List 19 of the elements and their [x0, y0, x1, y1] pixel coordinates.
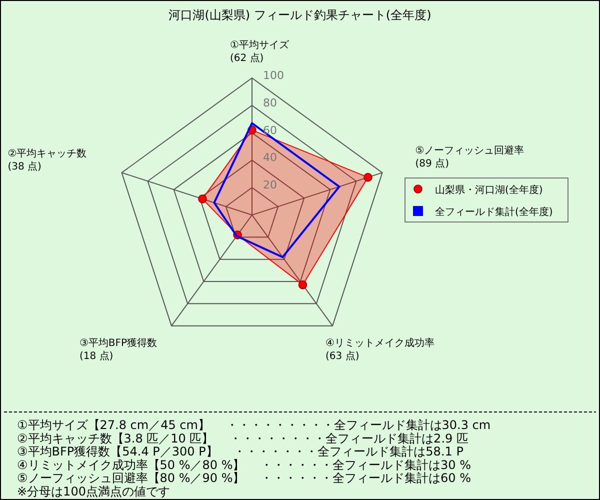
annotation: ※分母は100点満点の値です — [17, 484, 170, 498]
category: ②平均キャッチ数 (38 点) — [8, 148, 87, 173]
annotation: ⑤ノーフィッシュ回避率【80 %／90 %】 ・・・・・・全フィールド集計は60 % — [17, 471, 472, 486]
legend-label: 山梨県・河口湖(全年度) — [435, 184, 543, 196]
category: ④リミットメイク成功率 (63 点) — [326, 338, 434, 362]
ytick: 40 — [263, 151, 277, 164]
category: ①平均サイズ (62 点) — [230, 40, 289, 64]
annotation: ②平均キャッチ数【3.8 匹／10 匹】 ・・・・・・・・全フィールド集計は2.9 匹 — [17, 431, 468, 446]
annotation: ④リミットメイク成功率【50 %／80 %】 ・・・・・・全フィールド集計は30 % — [17, 458, 472, 472]
ytick: 80 — [263, 96, 277, 110]
annotation: ③平均BFP獲得数【54.4 P／300 P】 ・・・・・・・全フィールド集計は58.1 P — [17, 444, 464, 459]
ytick: 20 — [263, 178, 277, 192]
ytick: 60 — [263, 124, 277, 137]
title: 河口湖(山梨県) フィールド釣果チャート(全年度) — [168, 8, 432, 22]
ytick: 100 — [263, 69, 284, 82]
category: ③平均BFP獲得数 (18 点) — [79, 338, 158, 362]
annotation: ①平均サイズ【27.8 cm／45 cm】 ・・・・・・・・・全フィールド集計は30.3 cm — [17, 418, 491, 432]
legend-label: 全フィールド集計(全年度) — [435, 206, 553, 218]
category: ⑤ノーフィッシュ回避率 (89 点) — [415, 146, 524, 170]
